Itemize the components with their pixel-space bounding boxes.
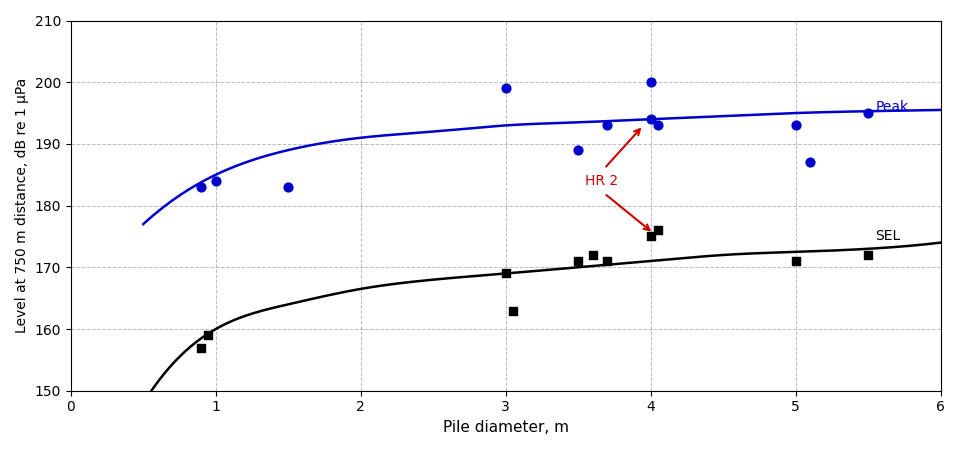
Point: [280, 184, 296, 191]
Point: [201, 332, 216, 339]
Text: Peak: Peak: [876, 100, 908, 114]
Point: [803, 159, 818, 166]
Point: [498, 270, 514, 277]
Point: [498, 85, 514, 92]
Point: [194, 344, 209, 351]
Point: [585, 252, 600, 259]
Point: [570, 147, 586, 154]
Text: HR 2: HR 2: [586, 174, 618, 188]
X-axis label: Pile diameter, m: Pile diameter, m: [443, 420, 568, 435]
Point: [860, 109, 876, 117]
Point: [643, 233, 659, 240]
Point: [599, 122, 614, 129]
Y-axis label: Level at 750 m distance, dB re 1 μPa: Level at 750 m distance, dB re 1 μPa: [15, 78, 29, 333]
Point: [650, 227, 665, 234]
Point: [570, 257, 586, 265]
Point: [208, 177, 224, 184]
Point: [599, 257, 614, 265]
Point: [194, 184, 209, 191]
Point: [643, 79, 659, 86]
Point: [643, 116, 659, 123]
Point: [788, 122, 804, 129]
Point: [505, 307, 520, 314]
Text: SEL: SEL: [876, 230, 900, 243]
Point: [650, 122, 665, 129]
Point: [788, 257, 804, 265]
Point: [860, 252, 876, 259]
